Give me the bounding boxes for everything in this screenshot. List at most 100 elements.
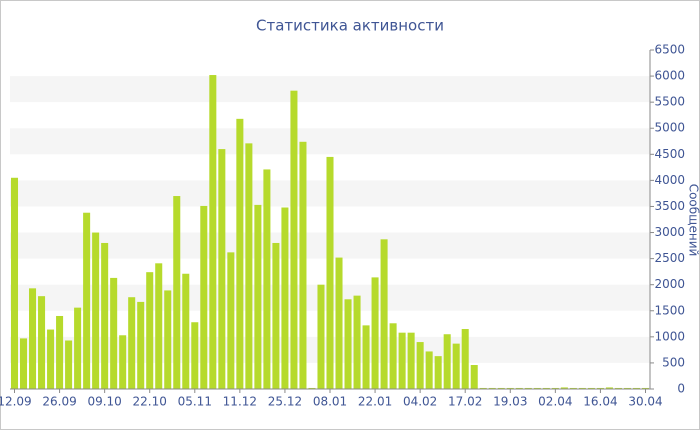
- bar: [137, 301, 145, 389]
- y-tick-label: 2500: [654, 251, 685, 265]
- bar: [200, 205, 208, 389]
- bar: [182, 273, 190, 389]
- bar: [10, 177, 19, 389]
- y-tick-label: 4000: [654, 173, 685, 187]
- x-tick-label: 17.02: [448, 395, 482, 409]
- bar: [308, 387, 316, 389]
- bar: [452, 343, 460, 389]
- bar: [380, 239, 388, 389]
- bar: [335, 257, 343, 389]
- bar: [524, 387, 532, 389]
- y-tick-label: 5000: [654, 121, 685, 135]
- grid-band: [10, 76, 650, 103]
- bar: [128, 297, 136, 389]
- bar: [47, 329, 55, 389]
- bar: [425, 351, 433, 389]
- bar: [551, 387, 559, 389]
- y-tick-label: 6500: [654, 43, 685, 57]
- bar: [56, 315, 64, 389]
- bar: [488, 387, 496, 389]
- bar: [110, 277, 118, 389]
- bar: [317, 284, 325, 389]
- bar: [74, 307, 82, 389]
- bar: [254, 204, 262, 389]
- y-tick-label: 3000: [654, 225, 685, 239]
- bar: [290, 90, 298, 390]
- bar: [533, 387, 541, 389]
- bar: [560, 387, 568, 389]
- y-tick-label: 2000: [654, 277, 685, 291]
- bar: [218, 149, 226, 389]
- x-tick-label: 12.09: [0, 395, 32, 409]
- bar: [506, 387, 514, 389]
- bar: [227, 252, 235, 389]
- bar: [605, 387, 613, 389]
- bar: [641, 387, 650, 389]
- bar: [470, 365, 478, 389]
- bar: [92, 232, 100, 389]
- chart-title: Статистика активности: [256, 17, 444, 35]
- bar: [344, 299, 352, 389]
- bar: [38, 296, 46, 389]
- bar: [164, 290, 172, 389]
- bar: [65, 340, 73, 389]
- y-tick-label: 1000: [654, 329, 685, 343]
- bar: [614, 387, 622, 389]
- x-tick-label: 09.10: [87, 395, 121, 409]
- bar: [101, 242, 109, 389]
- bar: [497, 387, 505, 389]
- bar: [20, 338, 28, 389]
- bar: [371, 277, 379, 389]
- bar: [632, 387, 640, 389]
- bar: [173, 196, 181, 389]
- x-tick-label: 05.11: [178, 395, 212, 409]
- bar: [515, 387, 523, 389]
- x-tick-label: 04.02: [403, 395, 437, 409]
- bar: [353, 295, 361, 389]
- bar: [119, 335, 127, 389]
- y-tick-label: 500: [662, 355, 685, 369]
- bar: [83, 212, 91, 389]
- x-tick-label: 19.03: [493, 395, 527, 409]
- bar: [587, 387, 595, 389]
- bar: [209, 75, 217, 389]
- bar: [596, 387, 604, 389]
- y-tick-label: 6000: [654, 69, 685, 83]
- bar: [326, 156, 334, 389]
- bar: [479, 387, 487, 389]
- bar: [434, 356, 442, 389]
- x-tick-label: 02.04: [538, 395, 572, 409]
- x-tick-label: 22.01: [358, 395, 392, 409]
- bar: [389, 323, 397, 389]
- y-tick-label: 5500: [654, 95, 685, 109]
- y-tick-label: 4500: [654, 147, 685, 161]
- y-tick-label: 3500: [654, 199, 685, 213]
- bar: [272, 242, 280, 389]
- x-tick-label: 25.12: [268, 395, 302, 409]
- y-tick-label: 1500: [654, 303, 685, 317]
- bar: [578, 387, 586, 389]
- y-tick-label: 0: [677, 382, 685, 396]
- bar: [236, 118, 244, 389]
- bar: [461, 329, 469, 389]
- bar: [155, 263, 163, 389]
- bar: [191, 322, 199, 389]
- x-tick-label: 26.09: [42, 395, 76, 409]
- bar: [146, 272, 154, 389]
- x-tick-label: 22.10: [133, 395, 167, 409]
- bar: [416, 342, 424, 389]
- bar: [245, 143, 253, 389]
- bar: [362, 325, 370, 389]
- bar: [542, 387, 550, 389]
- grid-band: [10, 128, 650, 155]
- bar: [263, 169, 271, 389]
- bar: [407, 332, 415, 389]
- bar: [443, 334, 451, 389]
- bar: [623, 387, 631, 389]
- y-axis-title: Сообщений: [687, 184, 700, 257]
- bar: [398, 332, 406, 389]
- bar: [569, 387, 577, 389]
- x-tick-label: 11.12: [223, 395, 257, 409]
- x-tick-label: 30.04: [628, 395, 662, 409]
